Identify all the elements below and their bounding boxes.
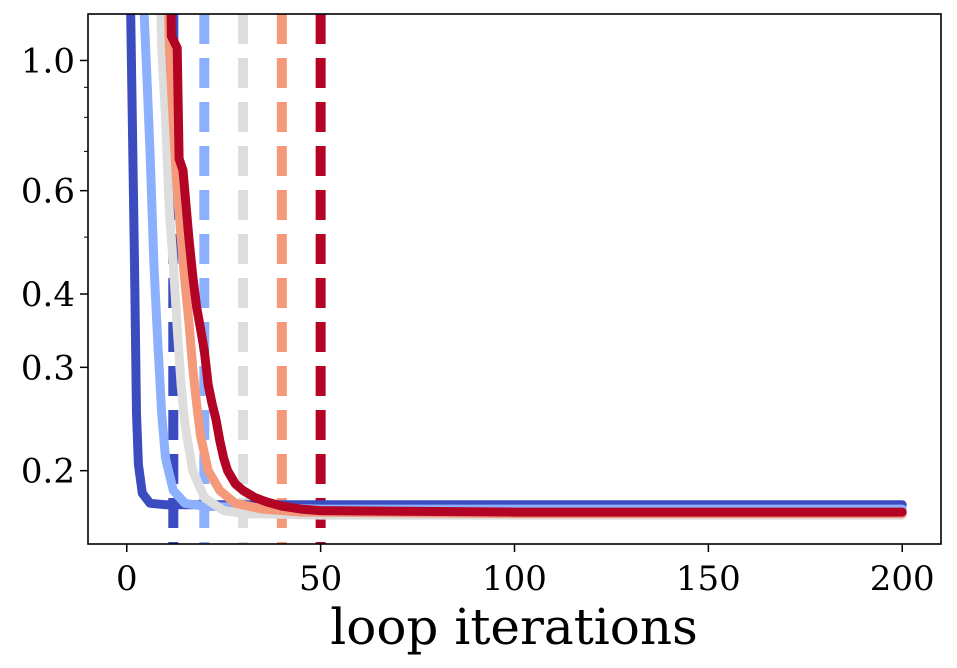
x-axis-ticks: 0 50 100 150 200 bbox=[116, 544, 935, 599]
series-lines bbox=[126, 14, 907, 520]
plot-frame bbox=[87, 13, 942, 545]
series-line-2 bbox=[156, 14, 907, 520]
x-tick-label-4: 200 bbox=[870, 559, 935, 599]
y-tick-label-4: 1.0 bbox=[21, 41, 75, 81]
y-tick-label-0: 0.2 bbox=[21, 452, 75, 492]
y-axis-ticks: 0.2 0.3 0.4 0.6 1.0 bbox=[21, 41, 88, 492]
y-tick-label-2: 0.4 bbox=[21, 275, 75, 315]
x-tick-label-3: 150 bbox=[676, 559, 741, 599]
x-tick-label-1: 50 bbox=[299, 559, 342, 599]
x-tick-label-0: 0 bbox=[116, 559, 138, 599]
x-tick-label-2: 100 bbox=[482, 559, 547, 599]
y-tick-label-1: 0.3 bbox=[21, 348, 75, 388]
series-line-3 bbox=[164, 14, 907, 519]
y-tick-label-3: 0.6 bbox=[21, 172, 75, 212]
series-line-1 bbox=[139, 14, 907, 514]
x-axis-label: loop iterations bbox=[330, 598, 698, 656]
series-line-4 bbox=[166, 14, 907, 517]
